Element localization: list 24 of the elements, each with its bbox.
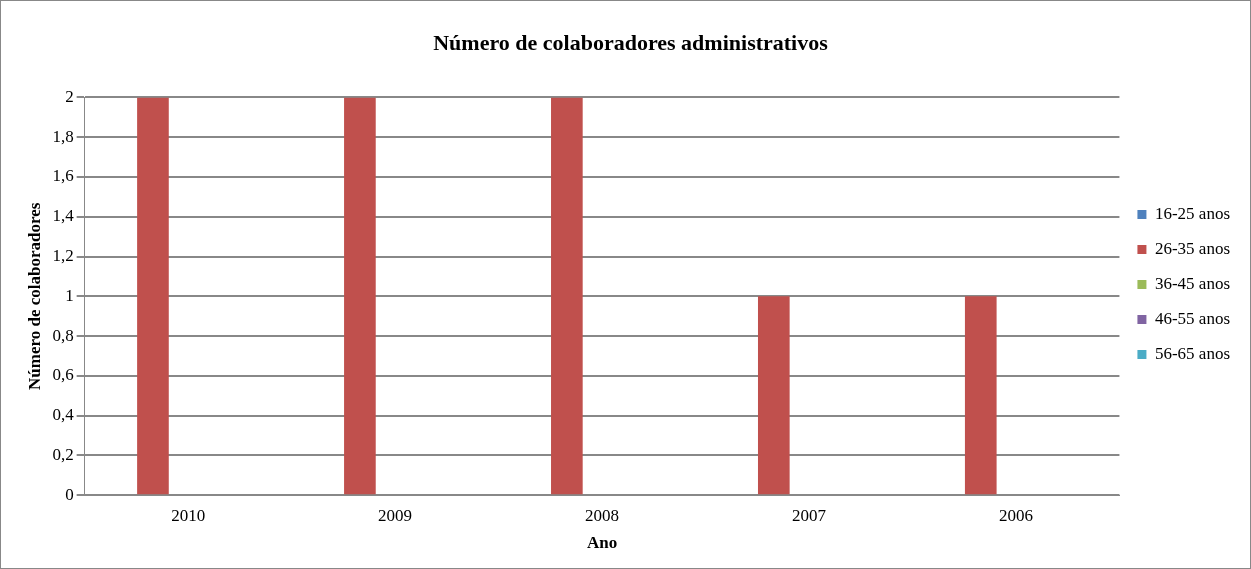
y-tick-label: 1 xyxy=(65,285,74,305)
legend-label: 56-65 anos xyxy=(1154,343,1231,363)
y-tick-label: 0,6 xyxy=(52,365,74,385)
legend-label: 46-55 anos xyxy=(1154,308,1231,328)
legend-label: 26-35 anos xyxy=(1154,238,1231,258)
y-tick-label: 0,8 xyxy=(52,325,74,345)
y-tick-label: 1,6 xyxy=(52,166,74,186)
y-tick-label: 0 xyxy=(65,484,74,504)
chart-title: Número de colaboradores administrativos xyxy=(433,29,829,55)
legend-label: 16-25 anos xyxy=(1154,203,1231,223)
legend-label: 36-45 anos xyxy=(1154,273,1231,293)
x-tick-label: 2007 xyxy=(791,505,827,525)
y-tick-label: 0,2 xyxy=(52,444,74,464)
x-tick-label: 2009 xyxy=(378,505,413,525)
y-tick-label: 1,2 xyxy=(52,245,74,265)
y-tick-label: 1,8 xyxy=(52,126,74,146)
y-tick-label: 1,4 xyxy=(52,206,75,226)
y-tick-label: 0,4 xyxy=(52,405,75,425)
y-tick-label: 2 xyxy=(65,86,74,106)
y-axis-title: Número de colaboradores xyxy=(24,202,44,390)
x-tick-label: 2006 xyxy=(998,505,1033,525)
x-axis-title: Ano xyxy=(586,533,618,553)
x-tick-label: 2008 xyxy=(585,505,620,525)
x-tick-label: 2010 xyxy=(171,505,206,525)
